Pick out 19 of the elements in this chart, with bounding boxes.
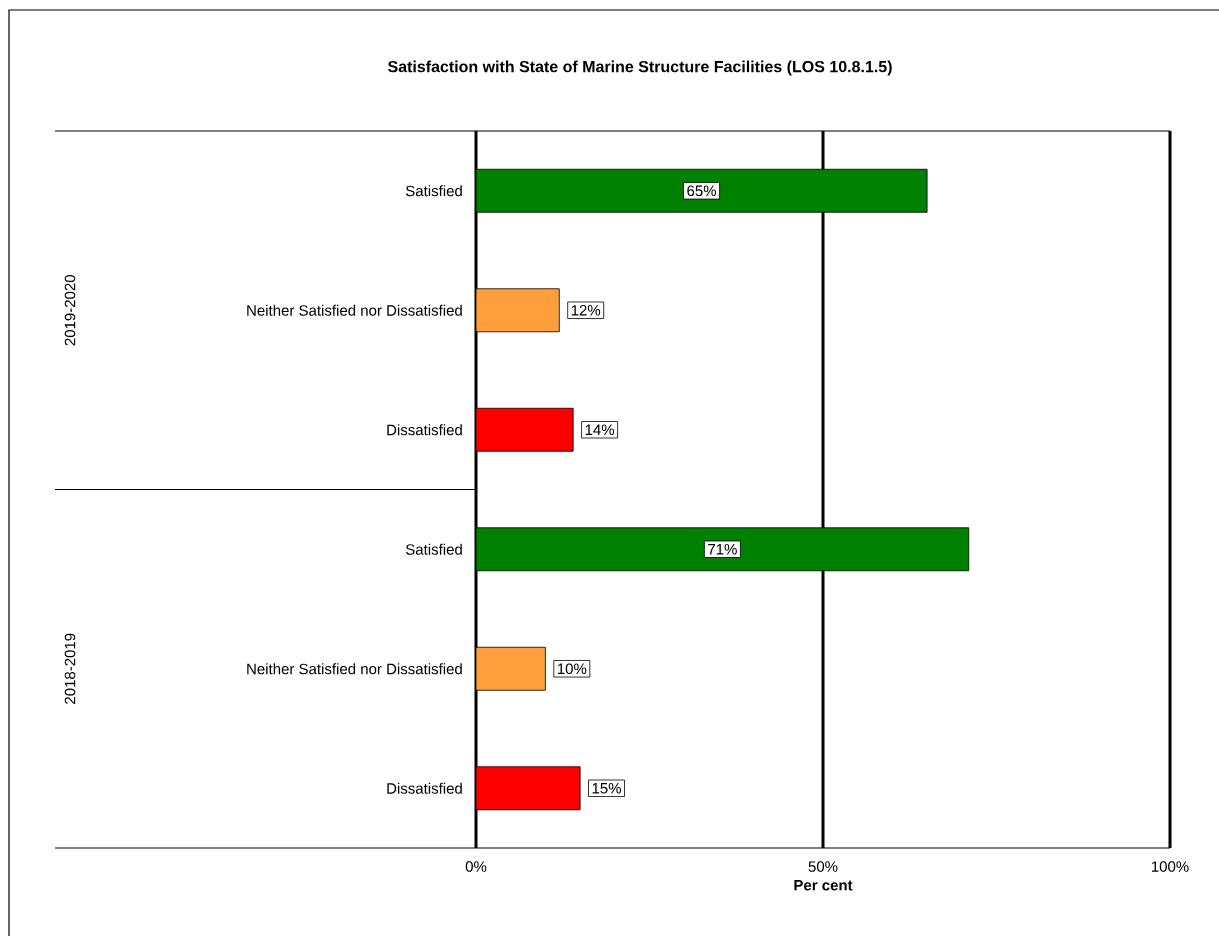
- text: 2019-2020: [64, 275, 76, 346]
- y-tick-label: Satisfied: [405, 185, 462, 197]
- data-label: 65%: [687, 185, 717, 197]
- y-tick-label: Neither Satisfied nor Dissatisfied: [247, 304, 462, 316]
- y-tick-label: Dissatisfied: [387, 782, 462, 794]
- y-tick-label: Satisfied: [405, 543, 462, 555]
- chart-title: Satisfaction with State of Marine Structure Facilities (LOS 10.8.1.5): [387, 60, 892, 76]
- data-label: 14%: [585, 424, 615, 436]
- y-tick-label: Neither Satisfied nor Dissatisfied: [247, 663, 462, 675]
- data-label: 71%: [708, 544, 737, 555]
- data-label: 15%: [592, 782, 621, 794]
- x-axis-title: Per cent: [794, 880, 853, 891]
- x-tick-label: 0%: [465, 861, 487, 872]
- x-tick-label: 100%: [1151, 861, 1189, 872]
- text: 2018-2019: [64, 633, 76, 704]
- data-label: 12%: [571, 304, 601, 316]
- data-label: 10%: [557, 663, 587, 675]
- x-tick-label: 50%: [808, 861, 838, 872]
- y-tick-label: Dissatisfied: [387, 424, 462, 436]
